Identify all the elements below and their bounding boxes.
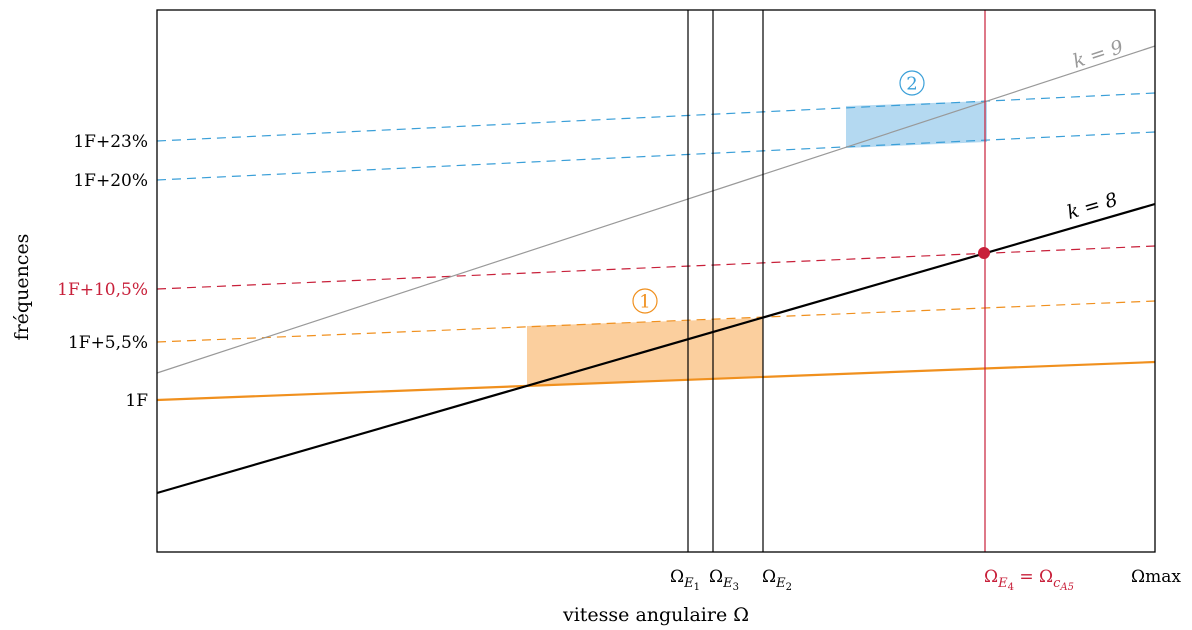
xtick-omega-e4: ΩE4 = ΩcA5 (984, 567, 1074, 593)
y-axis-title: fréquences (11, 234, 33, 341)
ytick-1f: 1F (125, 391, 148, 411)
intersection-marker (978, 247, 990, 259)
line-1f-5-5 (156, 300, 1156, 343)
ytick-1f-10-5: 1F+10,5% (57, 280, 148, 300)
zone-2-label: 2 (899, 70, 925, 96)
line-1f (156, 360, 1156, 402)
line-1f-10-5 (156, 245, 1156, 290)
ytick-1f-20: 1F+20% (73, 171, 148, 191)
xtick-omega-e3: ΩE3 (709, 567, 739, 593)
k8-label: k = 8 (1065, 189, 1121, 224)
ytick-1f-5-5: 1F+5,5% (68, 333, 148, 353)
k9-label: k = 9 (1070, 36, 1126, 73)
svg-text:2: 2 (906, 74, 917, 95)
line-1f-20 (156, 131, 1156, 181)
line-k9 (156, 45, 1156, 374)
zone-1-label: 1 (632, 288, 658, 314)
line-1f-23 (156, 92, 1156, 142)
line-k8 (156, 202, 1156, 495)
xtick-omega-e2: ΩE2 (762, 567, 792, 593)
x-axis-title: vitesse angulaire Ω (562, 604, 749, 626)
plot-frame (156, 9, 1156, 553)
xtick-omega-e1: ΩE1 (670, 567, 700, 593)
ytick-1f-23: 1F+23% (73, 132, 148, 152)
xtick-omega-max: Ωmax (1131, 567, 1181, 587)
svg-text:1: 1 (639, 292, 650, 313)
